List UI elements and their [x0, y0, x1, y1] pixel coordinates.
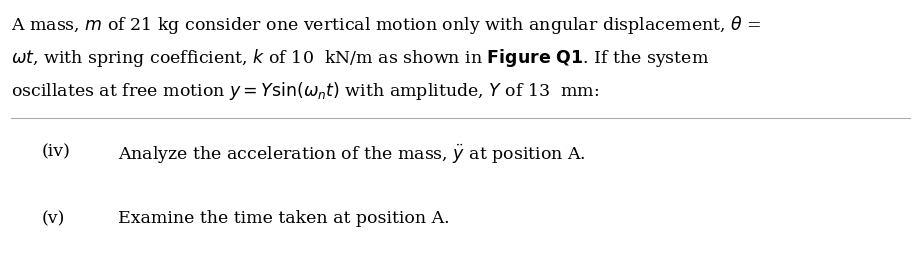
- Text: oscillates at free motion $y = Y\sin(\omega_n t)$ with amplitude, $Y$ of 13  mm:: oscillates at free motion $y = Y\sin(\om…: [11, 80, 600, 102]
- Text: Examine the time taken at position A.: Examine the time taken at position A.: [118, 210, 449, 227]
- Text: A mass, $m$ of 21 kg consider one vertical motion only with angular displacement: A mass, $m$ of 21 kg consider one vertic…: [11, 14, 762, 36]
- Text: (iv): (iv): [42, 143, 71, 160]
- Text: Analyze the acceleration of the mass, $\ddot{y}$ at position A.: Analyze the acceleration of the mass, $\…: [118, 143, 586, 166]
- Text: (v): (v): [42, 210, 65, 227]
- Text: $\omega t$, with spring coefficient, $k$ of 10  kN/m as shown in $\mathbf{Figure: $\omega t$, with spring coefficient, $k$…: [11, 47, 709, 69]
